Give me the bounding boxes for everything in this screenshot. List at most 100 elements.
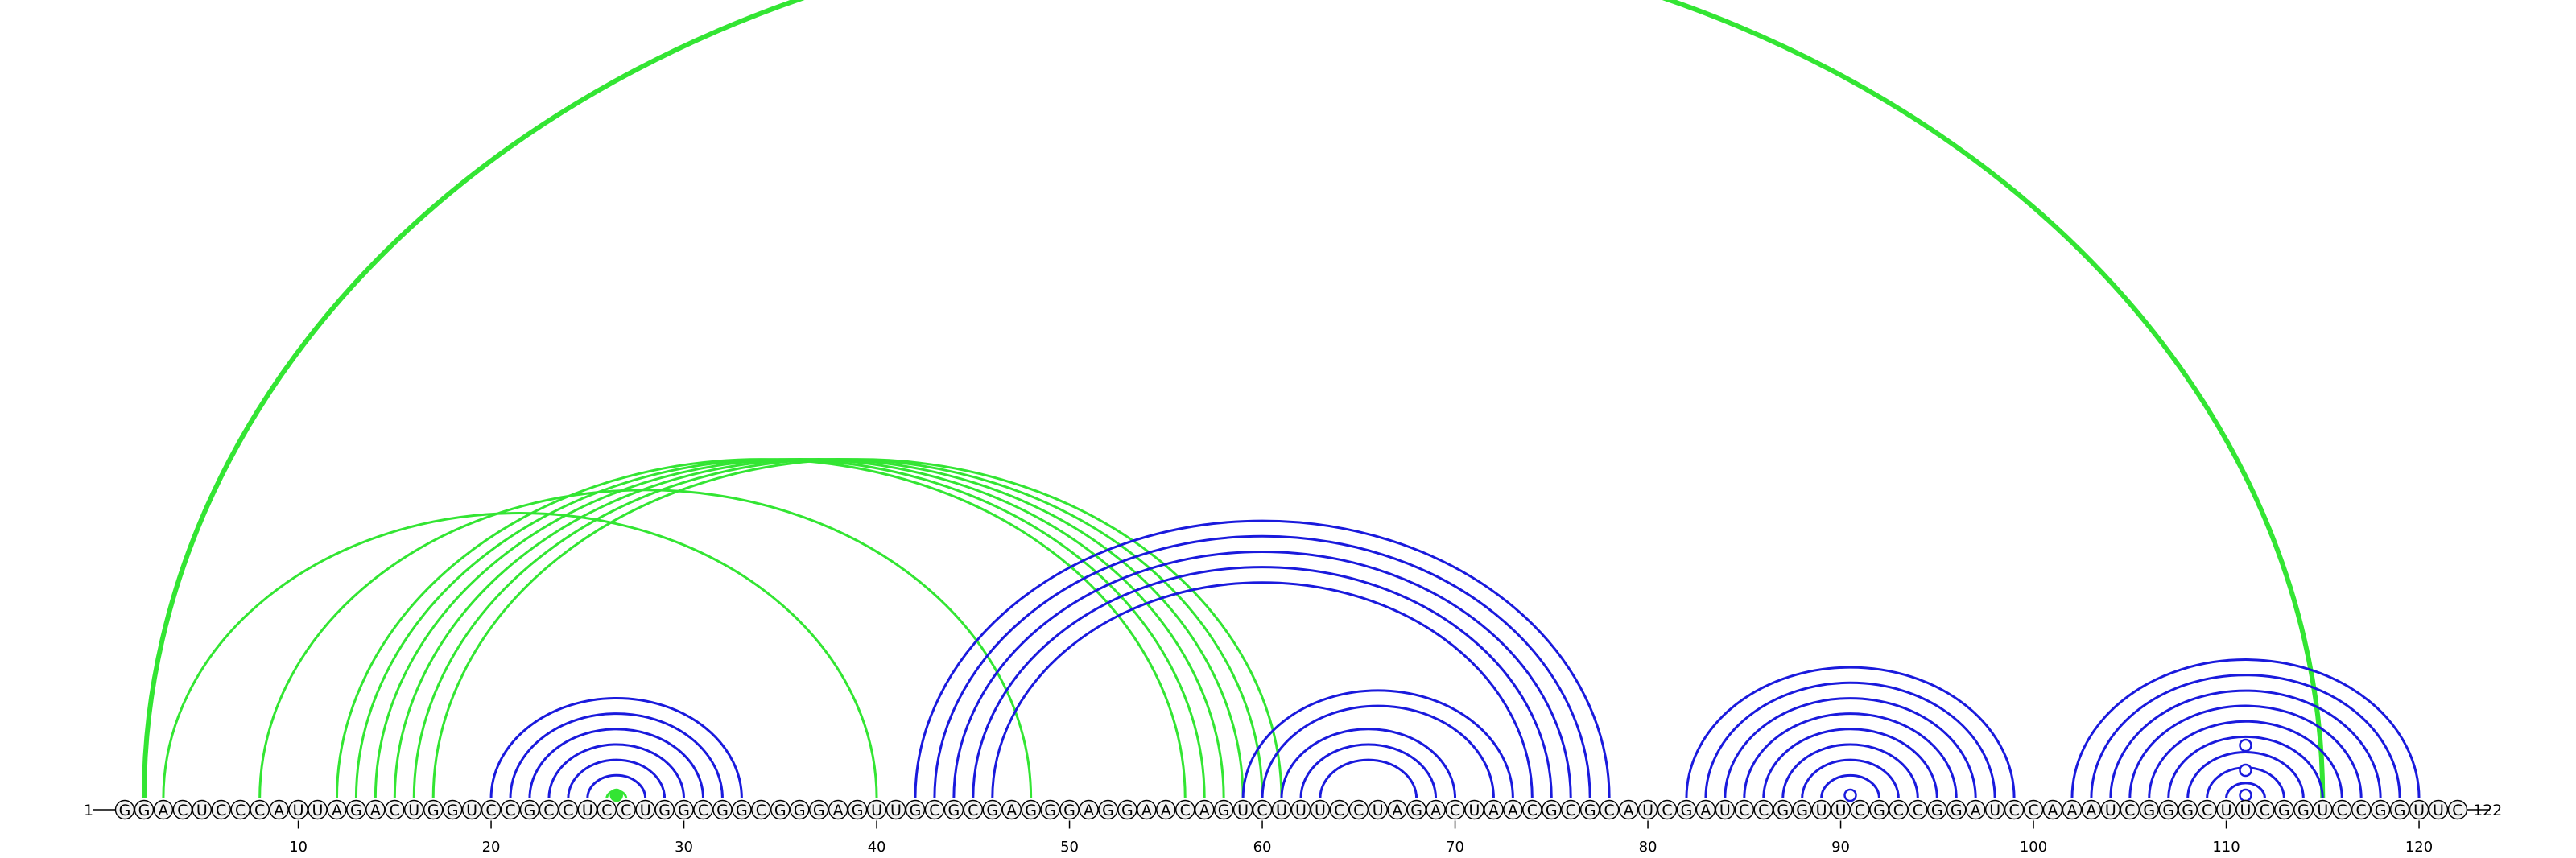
nucleotide-circle <box>1329 799 1350 820</box>
axis-tick-label: 20 <box>482 839 501 856</box>
nucleotide-circle <box>886 799 906 820</box>
nucleotide-letter: C <box>601 802 612 819</box>
nucleotide-circle <box>327 799 347 820</box>
nucleotide-letter: G <box>1931 802 1943 819</box>
nucleotide-letter: U <box>293 802 304 819</box>
nucleotide-letter: A <box>1141 802 1152 819</box>
nucleotide-letter: G <box>1063 802 1075 819</box>
nucleotide-letter: G <box>2162 802 2174 819</box>
nucleotide-letter: A <box>1971 802 1981 819</box>
pair-arc-green <box>412 458 1264 799</box>
nucleotide-letter: A <box>1161 802 1171 819</box>
nucleotide-letter: C <box>563 802 573 819</box>
nucleotide-letter: A <box>1430 802 1441 819</box>
pair-arc-blue <box>2148 720 2343 799</box>
nucleotide-letter: C <box>390 802 400 819</box>
nucleotide-circle <box>1889 799 1909 820</box>
nucleotide-circle <box>346 799 366 820</box>
nucleotide-circle <box>481 799 502 820</box>
nucleotide-circle <box>770 799 791 820</box>
nucleotide-letter: G <box>119 802 131 819</box>
axis-tick-label: 70 <box>1446 839 1464 856</box>
pair-arc-blue <box>1319 758 1418 799</box>
nucleotide-letter: A <box>1392 802 1402 819</box>
nucleotide-letter: U <box>2105 802 2116 819</box>
nucleotide-circle <box>1348 799 1369 820</box>
nucleotide-letter: C <box>698 802 708 819</box>
nucleotide-circle <box>1232 799 1253 820</box>
markers-layer <box>609 738 2252 802</box>
nucleotide-letter: G <box>1681 802 1693 819</box>
nucleotide-circle <box>790 799 810 820</box>
pair-arc-blue <box>2090 674 2401 799</box>
end-label: 122 <box>2473 802 2502 819</box>
nucleotide-circle <box>1464 799 1484 820</box>
nucleotide-circle <box>597 799 617 820</box>
nucleotide-letter: U <box>2433 802 2444 819</box>
nucleotide-circle <box>1715 799 1736 820</box>
nucleotide-letter: A <box>833 802 844 819</box>
nucleotide-letter: C <box>2008 802 2019 819</box>
nucleotide-letter: A <box>1624 802 1634 819</box>
nucleotide-letter: G <box>524 802 536 819</box>
nucleotide-letter: A <box>1084 802 1094 819</box>
nucleotide-letter: G <box>1121 802 1133 819</box>
pair-arc-blue <box>1724 696 1977 799</box>
pair-arc-blue <box>489 696 743 799</box>
nucleotide-circle <box>1927 799 1947 820</box>
nucleotide-circle <box>500 799 521 820</box>
nucleotide-circle <box>1637 799 1658 820</box>
nucleotide-letter: G <box>1102 802 1114 819</box>
nucleotide-letter: C <box>1758 802 1769 819</box>
nucleotide-circle <box>308 799 328 820</box>
pair-arc-blue <box>567 758 667 799</box>
nucleotide-letter: G <box>1777 802 1789 819</box>
nucleotide-letter: C <box>621 802 631 819</box>
nucleotide-circle <box>1175 799 1195 820</box>
nucleotide-letter: C <box>1893 802 1904 819</box>
nucleotide-circle <box>1908 799 1928 820</box>
nucleotide-circle <box>404 799 424 820</box>
pair-arc-green <box>144 0 2322 798</box>
nucleotide-circle <box>2428 799 2449 820</box>
nucleotide-circle <box>1079 799 1099 820</box>
nucleotide-circle <box>1194 799 1215 820</box>
nucleotide-letter: C <box>485 802 496 819</box>
nucleotide-circle <box>943 799 964 820</box>
pair-arc-blue <box>1781 743 1919 799</box>
nucleotide-circle <box>2120 799 2140 820</box>
nucleotide-circle <box>847 799 868 820</box>
nucleotide-circle <box>2389 799 2410 820</box>
nucleotide-letter: A <box>1700 802 1711 819</box>
nucleotide-circle <box>1792 799 1812 820</box>
nucleotide-circle <box>963 799 984 820</box>
nucleotide-letter: U <box>1276 802 1287 819</box>
nucleotide-circle <box>442 799 463 820</box>
nucleotide-circle <box>1406 799 1426 820</box>
nucleotide-circle <box>577 799 597 820</box>
nucleotide-circle <box>2004 799 2025 820</box>
nucleotide-circle <box>1946 799 1967 820</box>
nucleotide-letter: U <box>582 802 593 819</box>
nucleotide-letter: A <box>158 802 168 819</box>
nucleotide-letter: G <box>794 802 806 819</box>
pair-arc-blue <box>1704 681 1996 799</box>
nucleotide-circle <box>230 799 250 820</box>
nucleotide-letter: G <box>2297 802 2310 819</box>
nucleotide-circle <box>751 799 771 820</box>
pair-arc-blue <box>952 550 1572 799</box>
nucleotide-circle <box>539 799 559 820</box>
nucleotide-circle <box>2313 799 2333 820</box>
nucleotide-letter: C <box>2202 802 2212 819</box>
nucleotide-letter: G <box>1218 802 1230 819</box>
nucleotide-circle <box>2351 799 2372 820</box>
nucleotide-circle <box>2370 799 2391 820</box>
nucleotide-letter: U <box>2413 802 2425 819</box>
nucleotide-letter: U <box>1315 802 1326 819</box>
pair-arc-blue <box>1801 758 1900 799</box>
axis-tick-label: 30 <box>675 839 693 856</box>
nucleotide-letter: U <box>1989 802 2000 819</box>
nucleotide-letter: C <box>216 802 226 819</box>
pair-arc-green <box>431 458 1283 799</box>
